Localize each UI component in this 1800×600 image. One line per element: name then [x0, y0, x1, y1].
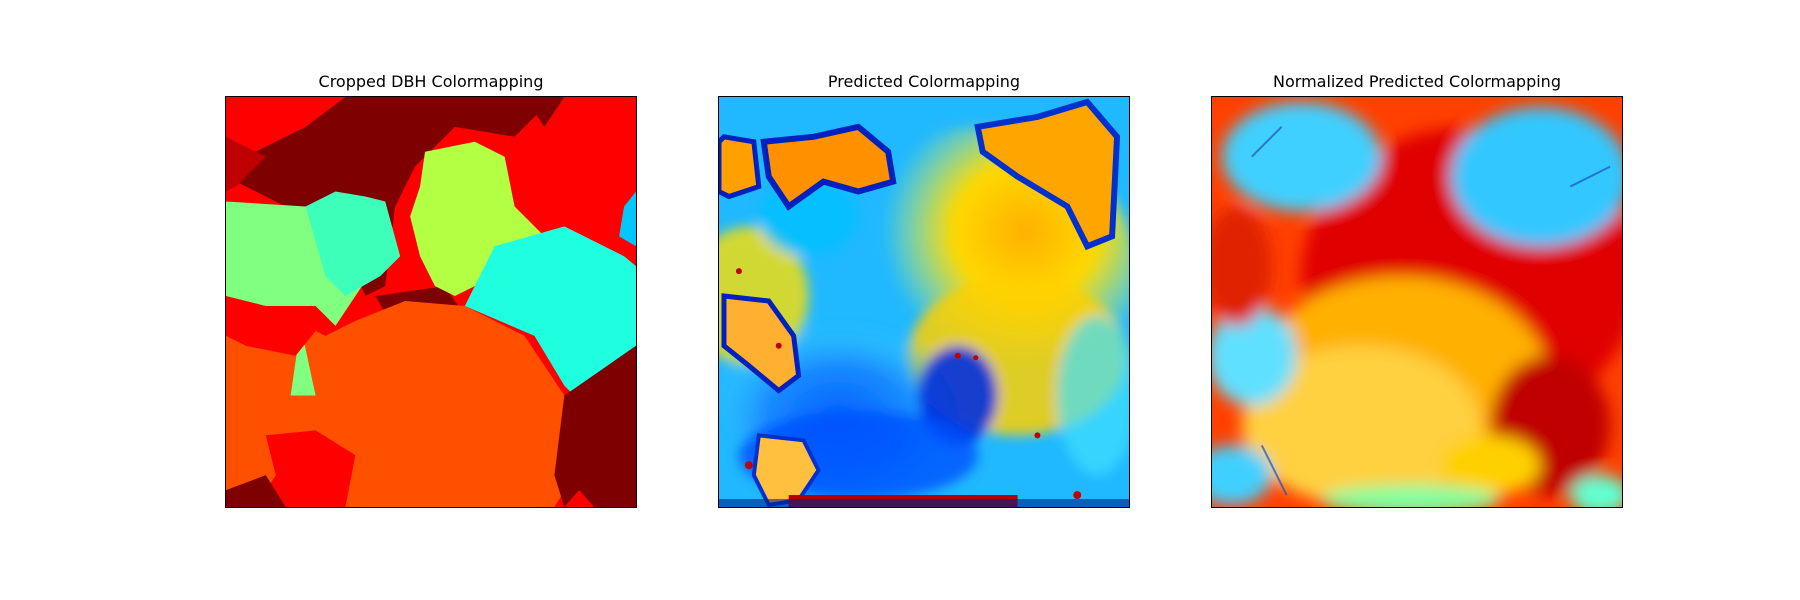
normalized-colormap-image — [1211, 96, 1623, 508]
dbh-colormap-svg — [226, 97, 636, 507]
panel-title: Predicted Colormapping — [827, 72, 1021, 91]
panel-title: Normalized Predicted Colormapping — [1273, 72, 1561, 91]
dbh-colormap-image — [225, 96, 637, 508]
panel-title: Cropped DBH Colormapping — [318, 72, 544, 91]
predicted-colormap-svg — [719, 97, 1129, 507]
predicted-colormap-image — [718, 96, 1130, 508]
normalized-colormap-svg — [1212, 97, 1622, 507]
